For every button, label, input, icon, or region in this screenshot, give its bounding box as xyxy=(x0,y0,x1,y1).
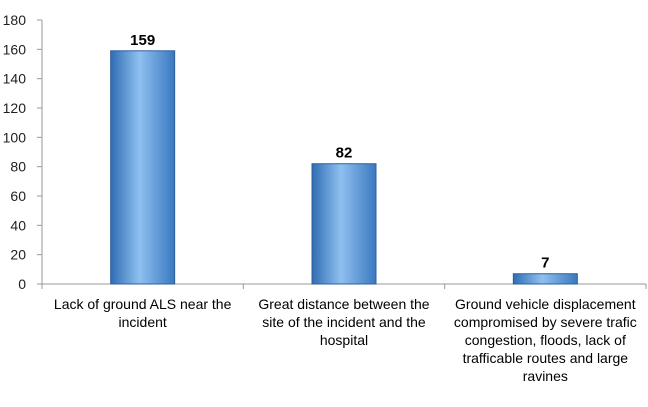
category-label-line: hospital xyxy=(320,332,368,348)
y-tick-label: 80 xyxy=(10,159,26,175)
category-label-line: compromised by severe trafic xyxy=(454,314,637,330)
y-tick-label: 180 xyxy=(3,12,27,28)
data-label: 82 xyxy=(336,145,353,162)
y-tick-label: 0 xyxy=(18,276,26,292)
category-label-line: Great distance between the xyxy=(258,296,429,312)
bar xyxy=(512,273,578,285)
category-label-line: Lack of ground ALS near the xyxy=(54,296,232,312)
category-labels: Lack of ground ALS near the incident Great… xyxy=(54,296,637,384)
bar xyxy=(311,163,377,285)
y-tick-label: 140 xyxy=(3,71,27,87)
bars xyxy=(110,50,578,285)
category-label-line: incident xyxy=(119,314,167,330)
category-label: Lack of ground ALS near the incident xyxy=(54,296,232,330)
category-label-line: congestion, floods, lack of xyxy=(465,332,626,348)
category-label-line: site of the incident and the xyxy=(262,314,426,330)
data-label: 7 xyxy=(541,255,549,272)
category-label-line: Ground vehicle displacement xyxy=(455,296,636,312)
y-tick-label: 40 xyxy=(10,217,26,233)
y-tick-label: 20 xyxy=(10,247,26,263)
y-axis-ticks: 0 20 40 60 80 100 120 140 160 180 xyxy=(3,12,42,292)
data-label: 159 xyxy=(130,32,155,49)
y-tick-label: 120 xyxy=(3,100,27,116)
category-label: Great distance between the site of the in… xyxy=(258,296,429,348)
y-tick-label: 160 xyxy=(3,41,27,57)
category-label-line: ravines xyxy=(523,368,568,384)
y-tick-label: 60 xyxy=(10,188,26,204)
category-label-line: trafficable routes and large xyxy=(463,350,629,366)
category-label: Ground vehicle displacement compromised b… xyxy=(454,296,637,384)
bar xyxy=(110,50,176,285)
data-labels: 159 82 7 xyxy=(130,32,549,272)
y-tick-label: 100 xyxy=(3,129,27,145)
